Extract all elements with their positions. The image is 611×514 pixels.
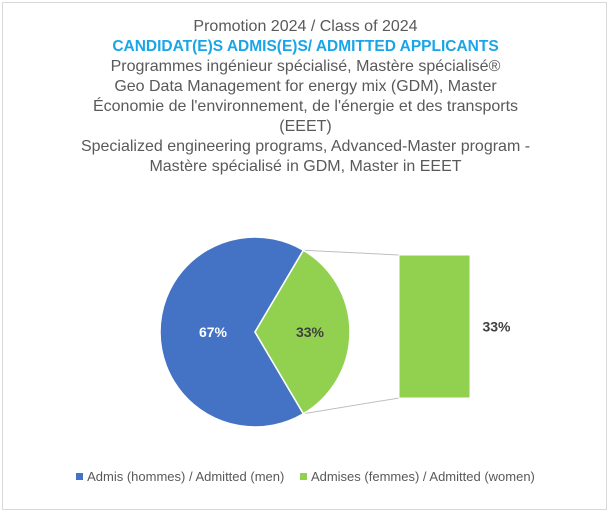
legend-swatch-men [76, 473, 84, 480]
chart-legend: Admis (hommes) / Admitted (men) Admises … [0, 469, 611, 484]
chart-subtitle-line-6: Mastère spécialisé in GDM, Master in EEE… [149, 158, 462, 175]
legend-swatch-women [299, 473, 307, 480]
data-label-women: 33% [296, 324, 325, 340]
chart-title-admitted: CANDIDAT(E)S ADMIS(E)S/ ADMITTED APPLICA… [112, 38, 499, 55]
chart-title-class: Promotion 2024 / Class of 2024 [193, 18, 418, 35]
chart-subtitle-line-5: Specialized engineering programs, Advanc… [80, 138, 531, 155]
connector-line-bottom [303, 397, 400, 415]
legend-item-women[interactable]: Admises (femmes) / Admitted (women) [299, 469, 535, 484]
chart-subtitle-line-3: Économie de l'environnement, de l'énergi… [92, 98, 519, 115]
legend-item-men[interactable]: Admis (hommes) / Admitted (men) [76, 469, 284, 484]
data-label-secondary-bar: 33% [482, 319, 511, 335]
chart-subtitle-line-4: (EEET) [279, 118, 332, 135]
legend-label-men: Admis (hommes) / Admitted (men) [87, 469, 285, 484]
connector-line-top [303, 249, 400, 256]
chart-title-block: Promotion 2024 / Class of 2024 CANDIDAT(… [0, 17, 611, 177]
pie-slice-women [254, 249, 351, 415]
pie-slice-men [159, 236, 305, 428]
data-label-men: 67% [199, 324, 228, 340]
chart-subtitle-line-2: Geo Data Management for energy mix (GDM)… [114, 78, 497, 95]
chart-subtitle-line-1: Programmes ingénieur spécialisé, Mastère… [110, 58, 501, 75]
secondary-bar-women [398, 254, 471, 399]
legend-label-women: Admises (femmes) / Admitted (women) [310, 469, 535, 484]
